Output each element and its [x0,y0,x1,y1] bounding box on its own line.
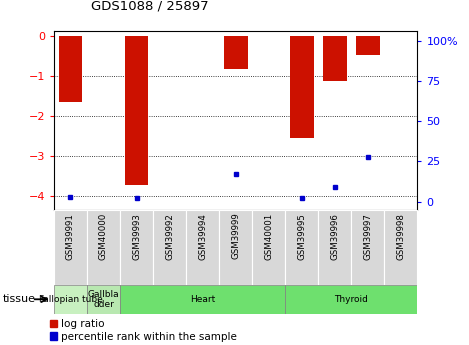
Text: GSM39997: GSM39997 [363,213,372,259]
Bar [356,36,380,55]
Text: Thyroid: Thyroid [334,295,368,304]
Text: GSM39998: GSM39998 [396,213,405,259]
Text: GSM39992: GSM39992 [165,213,174,259]
Bar [219,210,252,285]
Bar [323,36,347,81]
Bar [318,210,351,285]
Bar [120,210,153,285]
Bar [153,210,186,285]
Text: GSM39991: GSM39991 [66,213,75,259]
Bar [87,285,120,314]
Bar [285,210,318,285]
Bar [224,36,248,69]
Bar [186,210,219,285]
Text: GDS1088 / 25897: GDS1088 / 25897 [91,0,209,12]
Bar [351,210,385,285]
Text: GSM39994: GSM39994 [198,213,207,259]
Legend: log ratio, percentile rank within the sample: log ratio, percentile rank within the sa… [50,319,237,342]
Bar [59,36,83,102]
Text: GSM39993: GSM39993 [132,213,141,259]
Bar [285,285,417,314]
Text: GSM40001: GSM40001 [264,213,273,260]
Bar [54,285,87,314]
Text: GSM39999: GSM39999 [231,213,240,259]
Bar [252,210,285,285]
Text: GSM39995: GSM39995 [297,213,306,259]
Bar [290,36,314,138]
Text: GSM40000: GSM40000 [99,213,108,260]
Text: Heart: Heart [190,295,215,304]
Bar [385,210,417,285]
Bar [125,36,148,185]
Text: GSM39996: GSM39996 [330,213,339,259]
Text: Fallopian tube: Fallopian tube [38,295,102,304]
Bar [87,210,120,285]
Bar [120,285,285,314]
Bar [54,210,87,285]
Text: Gallbla
dder: Gallbla dder [88,289,119,309]
Text: tissue: tissue [2,294,35,304]
